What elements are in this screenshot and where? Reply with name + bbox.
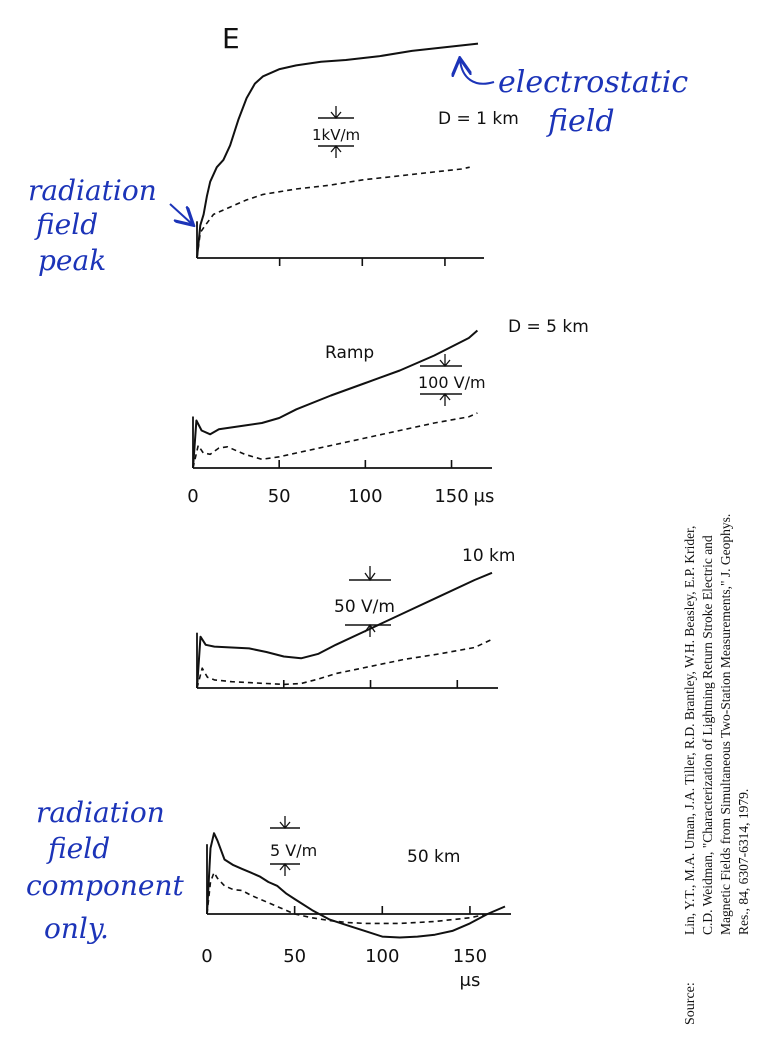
panel2-solid-trace [192, 329, 479, 469]
panel2-tick-label-150: 150 [434, 486, 468, 507]
citation-line-1: Lin, Y.T., M.A. Uman, J.A. Tiller, R.D. … [682, 526, 697, 935]
panel1-dashed-trace [196, 166, 470, 259]
panel4-scale-label: 5 V/m [270, 841, 317, 860]
svg-text:field: field [546, 104, 615, 139]
citation-line-2: C.D. Weidman, "Characterization of Light… [700, 535, 715, 935]
panel2-tick-label-50: 50 [268, 486, 291, 507]
plot-layer: 0 50 100 150 μs 0 50 100 150 μs [187, 42, 511, 991]
citation-line-3: Magnetic Fields from Simultaneous Two-St… [718, 514, 733, 935]
panel2-scale-label: 100 V/m [418, 373, 486, 392]
source-label: Source: [683, 982, 698, 1025]
panel4-tick-label-50: 50 [283, 946, 306, 967]
svg-text:only.: only. [44, 912, 109, 945]
panel4-tick-label-0: 0 [201, 946, 212, 967]
panel3-dashed-trace [196, 638, 493, 689]
panel1-scale-label: 1kV/m [312, 126, 360, 144]
panel2-tick-label-0: 0 [187, 486, 198, 507]
svg-text:field: field [34, 208, 98, 241]
panel2-dashed-trace [192, 412, 478, 469]
panel4-scale-bar: 5 V/m [270, 816, 317, 876]
panel1-solid-trace [196, 42, 479, 259]
panel2-annotation: Ramp [325, 343, 374, 363]
panel2-title: D = 5 km [508, 317, 589, 337]
panel2-x-unit: μs [474, 486, 495, 507]
panel3-title: 10 km [462, 546, 515, 566]
panel4-solid-trace [206, 832, 506, 939]
citation-block: Source: Lin, Y.T., M.A. Uman, J.A. Tille… [682, 514, 751, 1025]
note-electrostatic-field: electrostatic field [460, 60, 688, 139]
panel3-scale-bar: 50 V/m [334, 566, 395, 637]
panel4-tick-label-100: 100 [365, 946, 399, 967]
svg-text:radiation: radiation [28, 174, 157, 207]
svg-text:component: component [26, 869, 185, 902]
figure-letter: E [222, 22, 240, 55]
note-radiation-field-component: radiation field component only. [26, 796, 185, 945]
svg-text:field: field [46, 832, 110, 865]
panel4-x-unit: μs [460, 970, 481, 991]
panel4-title: 50 km [407, 847, 460, 867]
panel4-dashed-trace [206, 871, 488, 925]
svg-text:peak: peak [38, 244, 106, 277]
panel3-scale-label: 50 V/m [334, 597, 395, 617]
panel1-title: D = 1 km [438, 109, 519, 129]
svg-text:radiation: radiation [36, 796, 165, 829]
svg-text:electrostatic: electrostatic [498, 65, 688, 100]
citation-line-4: Res., 84, 6307-6314, 1979. [736, 789, 751, 935]
panel1-scale-bar: 1kV/m [312, 106, 360, 158]
panel3-solid-trace [196, 571, 493, 689]
panel2-tick-label-100: 100 [348, 486, 382, 507]
panel4-tick-label-150: 150 [453, 946, 487, 967]
panel2-scale-bar: 100 V/m [418, 354, 486, 406]
note-radiation-field-peak: radiation field peak [28, 174, 192, 277]
